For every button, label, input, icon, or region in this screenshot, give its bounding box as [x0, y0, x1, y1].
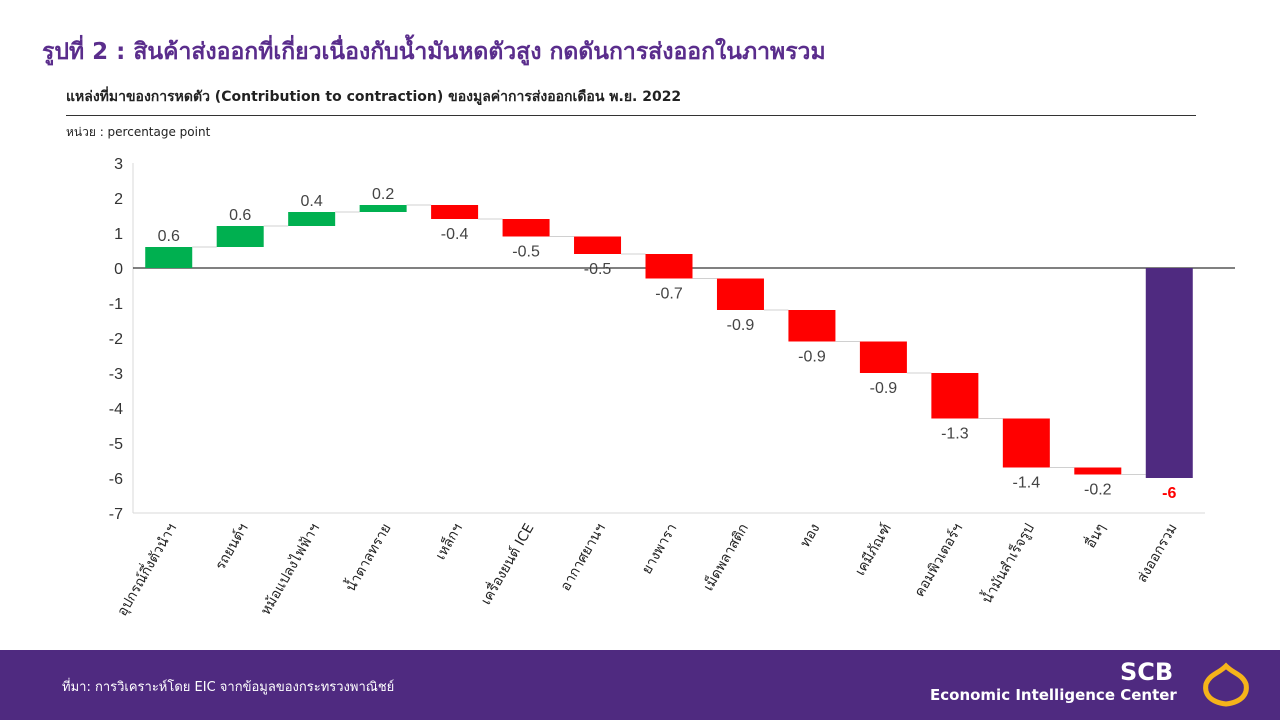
x-category-label: น้ำตาลทราย [340, 520, 394, 595]
data-label: -0.5 [584, 261, 612, 278]
data-label: -6 [1162, 485, 1176, 502]
data-label: -0.5 [512, 244, 540, 261]
bar [716, 278, 764, 310]
x-category-label: ส่งออกรวม [1134, 521, 1181, 586]
x-category-label: ยางพารา [639, 521, 681, 577]
bar [1002, 418, 1050, 468]
y-tick-label: -4 [109, 401, 123, 418]
scb-logo-icon [1203, 662, 1249, 707]
x-category-label: ทอง [797, 521, 823, 550]
logo-scb: SCB [1120, 658, 1174, 686]
waterfall-chart: 3 2 1 0 -1 -2 -3 -4 -5 -6 -7 0.6 อุปกรณ์กึ่งตัวนำฯ 0.… [109, 156, 1235, 619]
data-label: 0.4 [301, 193, 323, 210]
y-tick-label: -7 [109, 506, 123, 523]
data-label: 0.2 [372, 186, 394, 203]
data-label: -0.4 [441, 226, 469, 243]
y-tick-label: 3 [114, 156, 123, 173]
bar [859, 341, 907, 373]
data-label: -1.4 [1013, 475, 1041, 492]
x-category-label: อุปกรณ์กึ่งตัวนำฯ [113, 520, 181, 619]
bar [788, 310, 836, 342]
divider [66, 115, 1196, 116]
data-label: -0.9 [727, 317, 755, 334]
bar [931, 373, 979, 419]
data-label: -1.3 [941, 426, 969, 443]
x-category-label: หม้อแปลงไฟฟ้าฯ [257, 521, 323, 619]
bar [359, 205, 407, 212]
x-category-label: น้ำมันสำเร็จรูป [977, 519, 1038, 606]
y-tick-label: -2 [109, 331, 123, 348]
data-label: -0.7 [655, 286, 683, 303]
x-category-label: เครื่องยนต์ ICE [476, 520, 537, 608]
bar [1074, 467, 1122, 475]
chart-subtitle: แหล่งที่มาของการหดตัว (Contribution to c… [66, 89, 682, 105]
page-title: รูปที่ 2 : สินค้าส่งออกที่เกี่ยวเนื่องกั… [42, 39, 826, 65]
x-category-label: อื่นๆ [1081, 520, 1109, 551]
bar [1145, 268, 1193, 478]
footer: ที่มา: การวิเคราะห์โดย EIC จากข้อมูลของก… [0, 650, 1280, 720]
logo-eic: Economic Intelligence Center [930, 686, 1177, 704]
bar [288, 212, 336, 226]
y-tick-label: -3 [109, 366, 123, 383]
bar [645, 254, 693, 279]
bar [502, 219, 550, 237]
bar [431, 205, 479, 219]
data-label: -0.9 [798, 349, 826, 366]
bar [574, 236, 622, 254]
y-tick-label: 0 [114, 261, 123, 278]
data-label: 0.6 [158, 228, 180, 245]
x-category-label: เม็ดพลาสติก [699, 520, 752, 594]
y-tick-label: -5 [109, 436, 123, 453]
y-tick-label: -6 [109, 471, 123, 488]
x-category-label: อากาศยานฯ [558, 521, 609, 594]
x-category-label: คอมพิวเตอร์ฯ [911, 521, 967, 600]
x-category-label: เคมีภัณฑ์ [852, 521, 895, 579]
y-tick-label: 2 [114, 191, 123, 208]
source-note: ที่มา: การวิเคราะห์โดย EIC จากข้อมูลของก… [62, 680, 395, 695]
data-label: 0.6 [229, 207, 251, 224]
x-category-label: รถยนต์ฯ [212, 521, 252, 573]
data-label: -0.9 [870, 380, 898, 397]
bar [216, 226, 264, 247]
x-category-label: เหล็กฯ [431, 520, 466, 563]
y-tick-label: 1 [114, 226, 123, 243]
bar [145, 247, 193, 268]
data-label: -0.2 [1084, 482, 1112, 499]
y-tick-label: -1 [109, 296, 123, 313]
unit-label: หน่วย : percentage point [66, 125, 211, 139]
